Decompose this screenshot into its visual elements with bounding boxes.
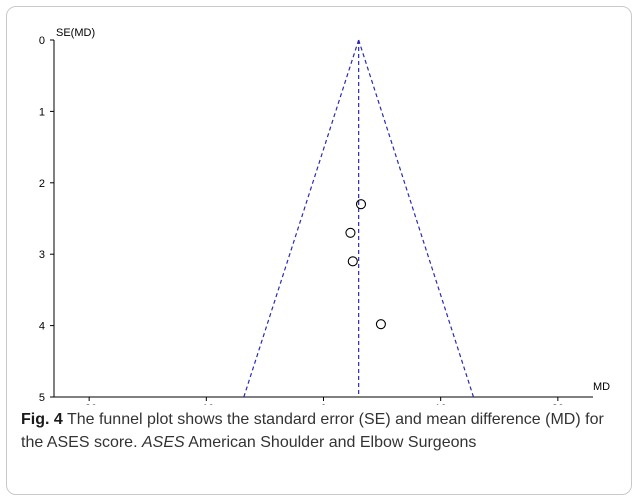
y-tick-label: 4 [39, 321, 45, 333]
caption-abbreviation-definition: American Shoulder and Elbow Surgeons [188, 433, 477, 451]
study-point [347, 256, 358, 267]
y-tick-label: 1 [39, 106, 45, 118]
study-point [345, 227, 356, 238]
x-tick-label: -10 [198, 403, 214, 405]
figure-frame [6, 6, 632, 495]
y-tick-label: 3 [39, 249, 45, 261]
plot-axes [53, 40, 593, 398]
x-axis-title: MD [593, 381, 610, 393]
plot-ticks: 0 1 2 3 4 5 -20 -10 0 10 20 [39, 35, 564, 405]
y-axis-title: SE(MD) [56, 27, 95, 39]
y-tick-label: 5 [39, 392, 45, 404]
x-tick-label: 20 [552, 403, 564, 405]
caption-abbreviation: ASES [141, 433, 185, 451]
x-tick-label: 10 [435, 403, 447, 405]
y-tick-label: 2 [39, 178, 45, 190]
figure-label: Fig. 4 [21, 411, 63, 428]
x-tick-label: 0 [320, 403, 326, 405]
study-point [355, 199, 367, 210]
study-points [345, 199, 386, 330]
funnel-right-limit [358, 39, 475, 398]
funnel-plot: 0 1 2 3 4 5 -20 -10 0 10 20 SE(MD) MD [39, 27, 610, 405]
funnel-lines [243, 39, 475, 398]
study-point [375, 319, 386, 330]
y-tick-label: 0 [39, 35, 45, 47]
funnel-left-limit [243, 39, 360, 398]
x-tick-label: -20 [81, 403, 97, 405]
figure-caption: Fig. 4 The funnel plot shows the standar… [21, 409, 621, 454]
caption-text: The funnel plot shows the standard error… [21, 411, 604, 451]
